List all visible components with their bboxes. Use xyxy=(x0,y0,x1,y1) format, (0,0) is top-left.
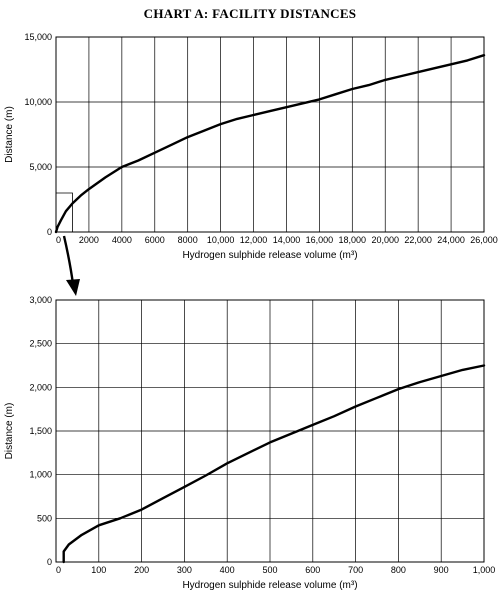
chart-a-overview-xtick-label: 14,000 xyxy=(273,235,301,245)
chart-a-overview-xtick-label: 0 xyxy=(56,235,61,245)
chart-a-overview-xtick-label: 18,000 xyxy=(339,235,367,245)
chart-a-detail-xtick-label: 800 xyxy=(391,565,406,575)
chart-a-detail-ytick-label: 3,000 xyxy=(29,295,52,305)
chart-a-detail-ytick-label: 2,500 xyxy=(29,339,52,349)
page-title: CHART A: FACILITY DISTANCES xyxy=(143,6,357,21)
chart-a-overview-xtick-label: 22,000 xyxy=(404,235,432,245)
chart-a-detail-xtick-label: 200 xyxy=(134,565,149,575)
chart-a-overview-xtick-label: 20,000 xyxy=(371,235,399,245)
chart-a-overview-xtick-label: 2000 xyxy=(79,235,99,245)
chart-a-overview-xtick-label: 10,000 xyxy=(207,235,235,245)
chart-a-detail-xaxis-label: Hydrogen sulphide release volume (m³) xyxy=(182,580,357,591)
zoom-arrow-head xyxy=(66,279,80,296)
chart-a-detail-ytick-label: 2,000 xyxy=(29,382,52,392)
chart-a-detail-ytick-label: 500 xyxy=(37,513,52,523)
chart-a-overview-data-line xyxy=(54,54,486,234)
chart-a-detail-xtick-label: 500 xyxy=(262,565,277,575)
chart-a-detail-data-line xyxy=(62,364,486,564)
chart-a-detail-xtick-label: 100 xyxy=(91,565,106,575)
chart-a-overview-xtick-label: 26,000 xyxy=(470,235,498,245)
chart-a-detail-ytick-label: 0 xyxy=(47,557,52,567)
zoom-region-outline xyxy=(56,192,73,232)
chart-a-overview-xtick-label: 6000 xyxy=(145,235,165,245)
chart-a-detail-xtick-label: 300 xyxy=(177,565,192,575)
chart-a-detail-ytick-label: 1,500 xyxy=(29,426,52,436)
chart-a-overview-ytick-label: 15,000 xyxy=(24,32,52,42)
zoom-arrow-shaft xyxy=(62,235,75,285)
chart-a-detail-xtick-label: 400 xyxy=(220,565,235,575)
chart-a-overview-xtick-label: 12,000 xyxy=(240,235,268,245)
chart-a-overview-xaxis-label: Hydrogen sulphide release volume (m³) xyxy=(182,250,357,261)
chart-a-overview-xtick-label: 16,000 xyxy=(306,235,334,245)
chart-a-overview-plot-frame xyxy=(55,36,485,233)
chart-a-detail-xtick-label: 1,000 xyxy=(473,565,496,575)
chart-a-detail-xtick-label: 900 xyxy=(434,565,449,575)
chart-a-overview-yaxis-label: Distance (m) xyxy=(4,106,15,163)
chart-a-overview-ytick-label: 10,000 xyxy=(24,97,52,107)
chart-a-overview-xtick-label: 8000 xyxy=(178,235,198,245)
chart-a-overview-xtick-label: 4000 xyxy=(112,235,132,245)
chart-a-detail-ytick-label: 1,000 xyxy=(29,470,52,480)
chart-a-detail-xtick-label: 0 xyxy=(56,565,61,575)
chart-a-detail-xtick-label: 600 xyxy=(305,565,320,575)
chart-a-detail-yaxis-label: Distance (m) xyxy=(4,403,15,460)
chart-a-overview-ytick-label: 0 xyxy=(47,227,52,237)
chart-a-detail-plot-frame xyxy=(55,299,485,563)
chart-a-overview-xtick-label: 24,000 xyxy=(437,235,465,245)
chart-a-detail-xtick-label: 700 xyxy=(348,565,363,575)
chart-a-overview-ytick-label: 5,000 xyxy=(29,162,52,172)
